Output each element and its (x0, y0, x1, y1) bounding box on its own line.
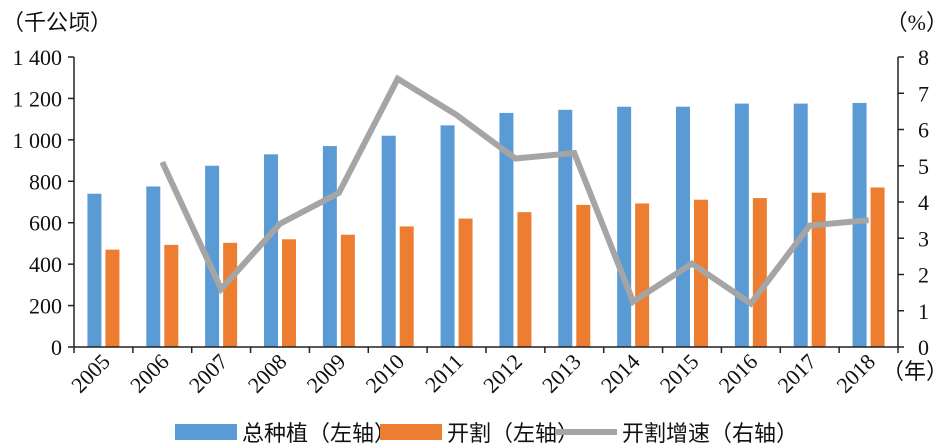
left-axis-unit: （千公顷） (2, 10, 112, 35)
bar-tapped-2016 (752, 198, 767, 347)
x-tick-label: 2014 (596, 349, 645, 398)
growth-point (632, 301, 634, 303)
growth-point (161, 161, 163, 163)
right-tick-label: 3 (918, 226, 929, 251)
bar-tapped-2010 (399, 226, 414, 347)
bar-total-2018 (852, 102, 867, 347)
legend-swatch-tapped (380, 424, 442, 440)
right-tick-label: 0 (918, 335, 929, 360)
x-tick-label: 2016 (714, 349, 763, 398)
bar-tapped-2015 (694, 199, 708, 347)
plot-area (87, 74, 885, 347)
bar-tapped-2006 (164, 244, 179, 347)
right-tick-label: 6 (918, 118, 929, 143)
x-tick-label: 2009 (302, 349, 351, 398)
left-tick-label: 400 (29, 252, 62, 277)
bar-total-2017 (793, 103, 808, 347)
legend: 总种植（左轴） 开割（左轴） 开割增速（右轴） (175, 421, 798, 446)
bar-total-2015 (676, 106, 690, 347)
legend-label-total: 总种植（左轴） (242, 421, 396, 446)
series-total-bars (87, 102, 867, 347)
right-tick-label: 2 (918, 263, 929, 288)
left-tick-label: 800 (29, 169, 62, 194)
bar-total-2010 (381, 135, 396, 347)
growth-point (514, 158, 516, 159)
right-tick-label: 5 (918, 154, 929, 179)
growth-point (338, 192, 340, 194)
right-tick-label: 4 (918, 190, 929, 215)
x-tick-label: 2012 (478, 349, 527, 398)
bar-total-2006 (146, 186, 161, 347)
bar-total-2016 (734, 103, 749, 347)
growth-point (456, 114, 458, 116)
bar-tapped-2005 (105, 249, 120, 347)
left-axis-ticks: 0 200 400 600 800 1 000 1 200 1 400 (13, 45, 74, 360)
left-tick-label: 600 (29, 211, 62, 236)
x-tick-label: 2015 (655, 349, 704, 398)
series-growth-line (159, 74, 870, 308)
bar-tapped-2011 (458, 218, 473, 347)
bar-tapped-2018 (870, 187, 885, 347)
growth-point (397, 78, 399, 80)
bar-tapped-2008 (282, 239, 296, 347)
growth-point (691, 263, 693, 265)
bar-total-2011 (440, 125, 455, 347)
bar-total-2007 (205, 165, 220, 347)
bar-total-2009 (322, 146, 337, 347)
bar-total-2008 (264, 154, 278, 347)
bar-tapped-2017 (811, 192, 826, 347)
bar-tapped-2013 (576, 204, 591, 347)
growth-point (750, 303, 752, 304)
x-tick-label: 2008 (243, 349, 292, 398)
x-tick-label: 2017 (772, 349, 821, 398)
right-tick-label: 7 (918, 81, 929, 106)
x-tick-label: 2007 (184, 349, 233, 398)
growth-point (868, 219, 870, 221)
left-tick-label: 1 200 (13, 86, 63, 111)
left-tick-label: 0 (51, 335, 62, 360)
growth-point (809, 225, 811, 227)
growth-point (279, 223, 281, 225)
x-axis-unit: （年） (882, 359, 948, 384)
bar-tapped-2014 (635, 203, 650, 347)
bar-total-2005 (87, 193, 102, 347)
x-tick-label: 2006 (125, 349, 174, 398)
right-axis-ticks: 0 1 2 3 4 5 6 7 8 (898, 45, 929, 360)
bar-total-2013 (558, 109, 573, 347)
bar-total-2014 (617, 106, 632, 347)
x-tick-label: 2005 (66, 349, 115, 398)
growth-point (573, 152, 575, 154)
growth-point (220, 288, 222, 290)
bar-tapped-2009 (340, 234, 355, 347)
legend-swatch-total (175, 424, 237, 440)
right-tick-label: 1 (918, 299, 929, 324)
x-tick-label: 2018 (831, 349, 880, 398)
x-axis-ticks: 2005 2006 2007 2008 2009 2010 2011 2012 2013 2014… (66, 347, 899, 398)
bar-total-2012 (499, 112, 514, 347)
left-tick-label: 1 400 (13, 45, 63, 70)
legend-label-growth: 开割增速（右轴） (622, 421, 798, 446)
bar-tapped-2007 (223, 242, 238, 347)
x-tick-label: 2013 (537, 349, 586, 398)
series-tapped-bars (105, 187, 885, 347)
left-tick-label: 1 000 (13, 128, 63, 153)
x-tick-label: 2010 (360, 349, 409, 398)
right-axis-unit: （%） (886, 10, 948, 35)
bar-tapped-2012 (517, 212, 532, 347)
right-tick-label: 8 (918, 45, 929, 70)
left-tick-label: 200 (29, 294, 62, 319)
x-tick-label: 2011 (420, 349, 468, 397)
